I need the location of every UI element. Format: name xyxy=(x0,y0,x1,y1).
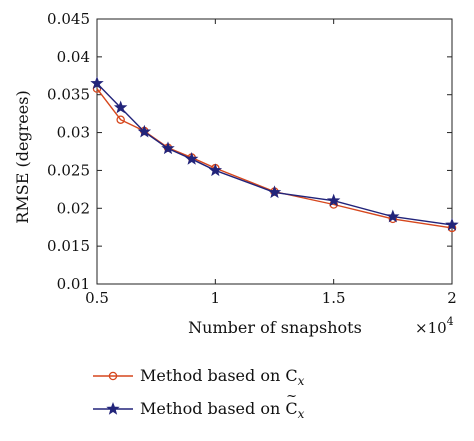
series-1 xyxy=(92,84,457,233)
y-tick-label: 0.04 xyxy=(57,48,90,66)
legend-accent: ~ xyxy=(286,389,297,404)
plot-frame xyxy=(96,18,453,285)
data-point xyxy=(386,209,400,223)
data-point xyxy=(137,124,152,138)
legend-marker xyxy=(106,401,120,415)
x-tick-label: 1.5 xyxy=(322,289,346,307)
x-axis-multiplier: ×104 xyxy=(415,315,454,337)
x-tick-label: 0.5 xyxy=(85,289,109,307)
y-tick-label: 0.035 xyxy=(47,86,90,104)
legend-label: Method based on Cx xyxy=(140,366,305,388)
data-point xyxy=(184,152,199,165)
y-tick-label: 0.01 xyxy=(57,275,90,293)
legend-entry-1: Method based on Cx xyxy=(93,366,305,388)
y-axis-label: RMSE (degrees) xyxy=(13,90,32,223)
x-axis-multiplier-base: ×10 xyxy=(415,319,447,337)
data-point xyxy=(161,141,175,155)
series-2 xyxy=(90,76,459,231)
legend-label: Method based on Cx xyxy=(140,399,305,421)
data-point xyxy=(208,163,223,177)
data-point xyxy=(116,115,125,124)
data-point xyxy=(326,193,341,207)
x-axis-multiplier-exponent: 4 xyxy=(447,315,454,328)
axes: 0.01 0.015 0.02 0.025 0.03 0.035 0.04 0.045 0.5 1… xyxy=(47,10,457,307)
legend-marker xyxy=(108,371,118,381)
legend-entry-2: Method based on Cx~ xyxy=(93,389,305,421)
y-tick-label: 0.045 xyxy=(47,10,90,28)
data-point xyxy=(445,217,459,231)
y-tick-label: 0.02 xyxy=(57,199,90,217)
series-line xyxy=(96,82,453,226)
y-tick-label: 0.025 xyxy=(47,161,90,179)
data-point xyxy=(267,185,282,199)
series-layer xyxy=(90,76,459,233)
x-axis-label: Number of snapshots xyxy=(188,318,362,337)
y-tick-label: 0.03 xyxy=(57,124,90,142)
data-point xyxy=(90,76,104,90)
x-tick-label: 1 xyxy=(211,289,221,307)
y-tick-label: 0.015 xyxy=(47,237,90,255)
x-tick-label: 2 xyxy=(447,289,457,307)
series-line xyxy=(96,88,453,229)
data-point xyxy=(113,100,128,114)
